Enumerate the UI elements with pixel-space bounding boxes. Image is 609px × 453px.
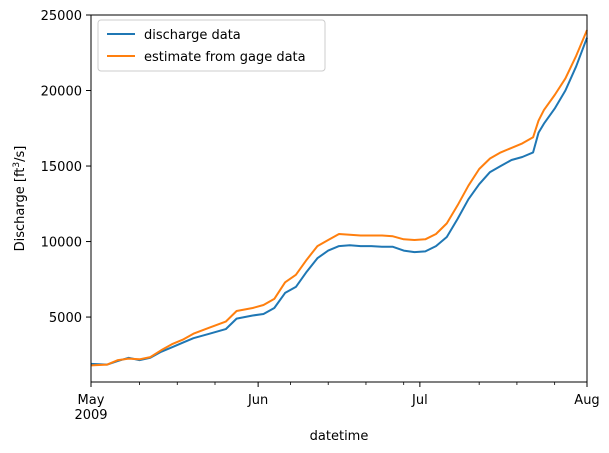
legend-label-1: estimate from gage data bbox=[144, 50, 306, 65]
x-tick-label-2: Jul bbox=[411, 393, 428, 408]
y-axis-label: Discharge [ft3/s] bbox=[12, 146, 28, 252]
x-tick-label-3: Aug bbox=[574, 393, 599, 408]
legend-label-0: discharge data bbox=[144, 28, 241, 43]
x-axis-label: datetime bbox=[310, 429, 369, 444]
y-tick-label-1: 10000 bbox=[41, 236, 82, 251]
y-tick-label-4: 25000 bbox=[41, 9, 82, 24]
x-tick-label-1: Jun bbox=[247, 393, 268, 408]
axes-frame bbox=[90, 14, 588, 383]
series-line-1 bbox=[90, 29, 588, 367]
legend: discharge data estimate from gage data bbox=[97, 19, 326, 72]
series-line-0 bbox=[90, 37, 588, 366]
y-tick-label-3: 20000 bbox=[41, 85, 82, 100]
legend-box bbox=[97, 19, 326, 72]
y-tick-label-0: 5000 bbox=[49, 311, 82, 326]
series-layer bbox=[90, 29, 588, 367]
x-tick-sublabel-0: 2009 bbox=[74, 408, 107, 423]
y-axis: 5000 10000 15000 20000 25000 bbox=[41, 9, 91, 326]
x-tick-label-0: May bbox=[78, 393, 105, 408]
y-tick-label-2: 15000 bbox=[41, 160, 82, 175]
